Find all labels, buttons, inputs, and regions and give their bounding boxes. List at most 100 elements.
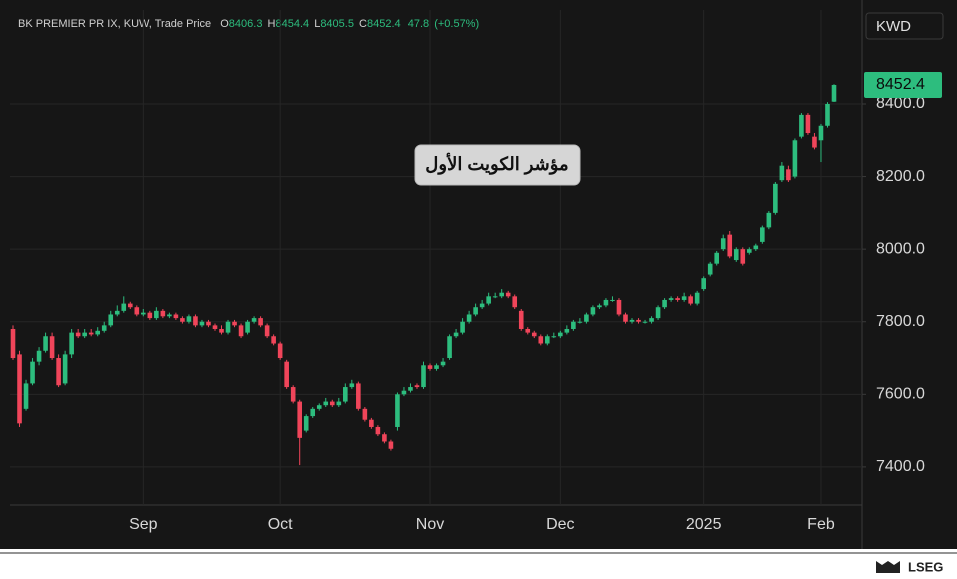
candle-body bbox=[792, 140, 798, 177]
candle-body bbox=[277, 343, 283, 359]
candle-body bbox=[727, 234, 733, 257]
candle-body bbox=[303, 416, 309, 431]
candle-body bbox=[701, 278, 706, 290]
candle-body bbox=[760, 227, 765, 242]
x-tick-label: Sep bbox=[129, 516, 158, 533]
candle-body bbox=[316, 405, 322, 409]
candle-body bbox=[597, 305, 602, 308]
candle-body bbox=[694, 292, 700, 304]
candle-body bbox=[681, 296, 687, 300]
candle-body bbox=[375, 426, 381, 435]
candle-body bbox=[232, 321, 237, 326]
candle-body bbox=[101, 325, 107, 331]
candle-body bbox=[427, 365, 433, 369]
last-price-badge bbox=[864, 71, 942, 98]
candle-body bbox=[551, 336, 557, 338]
candle-body bbox=[23, 383, 29, 409]
candle-body bbox=[831, 84, 837, 102]
candle-body bbox=[440, 361, 446, 366]
brand-logo: LSEG bbox=[908, 559, 943, 574]
candle-body bbox=[642, 321, 648, 323]
candle-body bbox=[825, 103, 830, 126]
candle-body bbox=[388, 441, 394, 449]
candle-body bbox=[662, 299, 667, 308]
candle-body bbox=[401, 390, 407, 395]
candle-body bbox=[95, 330, 101, 335]
candle-body bbox=[225, 321, 231, 333]
candle-body bbox=[753, 245, 759, 250]
candle-body bbox=[82, 332, 87, 337]
candle-body bbox=[356, 383, 361, 409]
candle-body bbox=[577, 321, 583, 323]
candle-body bbox=[258, 318, 263, 326]
candle-body bbox=[212, 325, 218, 329]
ohlc-value: 8405.5 bbox=[320, 18, 354, 30]
change-value: 47.8 bbox=[408, 18, 429, 30]
candle-body bbox=[720, 238, 726, 250]
candle-body bbox=[238, 325, 244, 337]
candle-body bbox=[127, 303, 133, 308]
y-tick-label: 8000.0 bbox=[876, 240, 925, 257]
ohlc-value: 8452.4 bbox=[367, 18, 401, 30]
candle-body bbox=[199, 321, 205, 326]
candle-body bbox=[284, 361, 289, 388]
candle-body bbox=[56, 358, 61, 386]
candle-body bbox=[538, 336, 544, 344]
x-tick-label: Nov bbox=[416, 516, 444, 533]
x-tick-label: Oct bbox=[268, 516, 293, 533]
candle-body bbox=[779, 165, 785, 181]
candle-body bbox=[108, 314, 114, 326]
candle-body bbox=[564, 328, 570, 333]
candle-body bbox=[434, 365, 439, 369]
candle-body bbox=[466, 314, 472, 322]
candle-body bbox=[512, 296, 518, 308]
candle-body bbox=[414, 385, 420, 388]
candle-body bbox=[75, 332, 81, 337]
candle-body bbox=[460, 321, 465, 333]
candle-body bbox=[62, 354, 68, 384]
currency-label: KWD bbox=[876, 18, 911, 35]
ohlc-letter: O bbox=[220, 18, 229, 30]
candle-body bbox=[329, 401, 335, 406]
candle-body bbox=[69, 332, 74, 355]
y-tick-label: 7800.0 bbox=[876, 313, 925, 330]
candle-body bbox=[369, 419, 374, 427]
candle-body bbox=[290, 387, 296, 402]
y-tick-label: 7600.0 bbox=[876, 386, 925, 403]
candle-body bbox=[30, 361, 35, 384]
grid bbox=[10, 10, 862, 505]
candle-body bbox=[264, 325, 270, 337]
y-tick-label: 8400.0 bbox=[876, 95, 925, 112]
candle-body bbox=[43, 336, 48, 351]
candle-body bbox=[766, 212, 772, 228]
candle-body bbox=[799, 114, 804, 137]
candle-body bbox=[193, 316, 198, 326]
series-title: BK PREMIER PR IX, KUW, Trade Price bbox=[18, 18, 211, 30]
annotation-text: مؤشر الكويت الأول bbox=[425, 152, 568, 175]
candle-body bbox=[121, 303, 127, 311]
candle-body bbox=[655, 307, 661, 319]
candle-body bbox=[186, 316, 192, 322]
y-tick-label: 8200.0 bbox=[876, 168, 925, 185]
ohlc-letter: L bbox=[314, 18, 320, 30]
candle-body bbox=[349, 383, 355, 388]
annotation-box bbox=[414, 144, 581, 186]
currency-button[interactable] bbox=[865, 12, 944, 40]
candle-body bbox=[531, 332, 537, 337]
candle-body bbox=[271, 336, 276, 344]
candle-body bbox=[571, 321, 576, 329]
ohlc-letter: C bbox=[359, 18, 367, 30]
candle-body bbox=[251, 318, 257, 322]
candle-body bbox=[395, 394, 400, 427]
candle-body bbox=[740, 249, 746, 264]
candle-body bbox=[245, 321, 250, 333]
candle-body bbox=[17, 354, 22, 424]
candle-body bbox=[343, 387, 348, 402]
candle-body bbox=[336, 401, 342, 406]
candle-body bbox=[499, 292, 504, 297]
candle-body bbox=[147, 312, 153, 319]
candle-body bbox=[525, 328, 531, 333]
candle-body bbox=[486, 296, 491, 304]
candle-body bbox=[88, 332, 94, 335]
